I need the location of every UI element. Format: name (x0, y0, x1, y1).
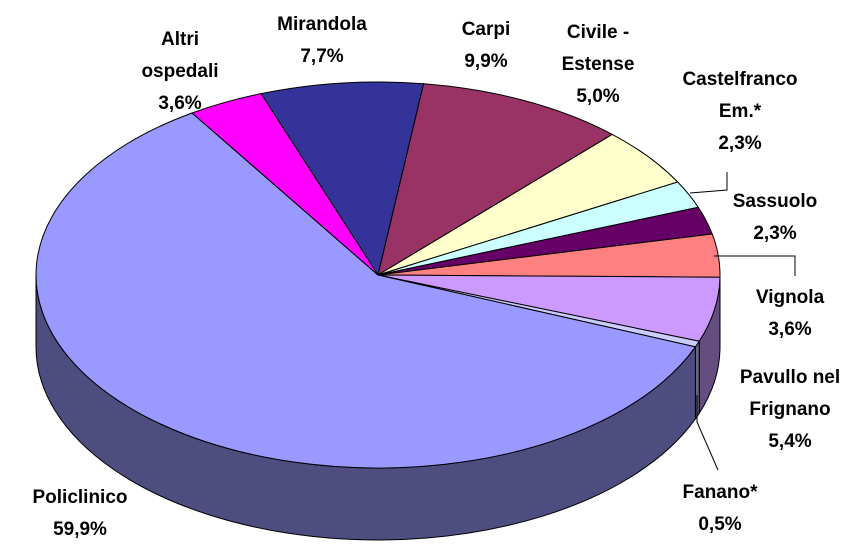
value-label: 2,3% (753, 223, 797, 244)
category-name: Castelfranco Em.* (682, 69, 798, 122)
category-name: Civile - Estense (561, 22, 635, 75)
value-label: 7,7% (300, 46, 344, 67)
slice-label: Carpi 9,9% (426, 14, 546, 78)
value-label: 5,0% (576, 86, 620, 107)
slice (377, 83, 614, 277)
slice-label: Mirandola 7,7% (242, 9, 402, 73)
value-label: 5,4% (768, 431, 812, 452)
pie (35, 81, 721, 541)
value-label: 9,9% (464, 51, 508, 72)
leader-line (714, 255, 796, 276)
slice (191, 93, 379, 276)
slice-label: Vignola 3,6% (730, 282, 850, 346)
category-name: Altri ospedali (141, 29, 219, 82)
category-name: Policlinico (32, 487, 128, 508)
slice-label: Fanano* 0,5% (660, 477, 780, 541)
slice-label: Policlinico 59,9% (15, 482, 145, 546)
slice-label: Castelfranco Em.* 2,3% (670, 64, 810, 160)
category-name: Mirandola (277, 14, 367, 35)
slice-label: Sassuolo 2,3% (710, 186, 840, 250)
category-name: Carpi (461, 19, 511, 40)
slice-label: Civile - Estense 5,0% (551, 17, 646, 113)
category-name: Vignola (755, 287, 825, 308)
leader-line (696, 395, 719, 471)
slice (35, 112, 697, 469)
value-label: 0,5% (698, 514, 742, 535)
category-name: Fanano* (682, 482, 758, 503)
category-name: Sassuolo (732, 191, 818, 212)
category-name: Pavullo nel Frignano (739, 367, 841, 420)
value-label: 3,6% (768, 319, 812, 340)
value-label: 3,6% (158, 93, 202, 114)
slice-label: Pavullo nel Frignano 5,4% (718, 362, 863, 458)
leader-line (689, 172, 728, 194)
slice (260, 81, 425, 277)
value-label: 2,3% (718, 133, 762, 154)
slice-label: Altri ospedali 3,6% (133, 24, 228, 120)
value-label: 59,9% (53, 519, 107, 540)
